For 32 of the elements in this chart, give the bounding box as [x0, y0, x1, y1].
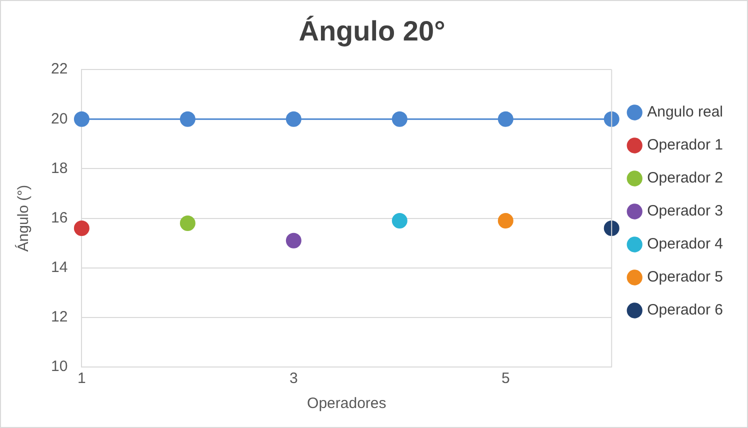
y-tick-label: 12: [50, 308, 68, 326]
x-axis-title: Operadores: [307, 395, 386, 412]
point: [286, 232, 302, 248]
y-tick-label: 20: [50, 110, 68, 128]
x-tick-label: 3: [289, 370, 298, 388]
point: [74, 220, 90, 236]
x-tick-label: 1: [78, 370, 86, 388]
x-tick-label: 5: [501, 370, 510, 388]
point: [180, 216, 196, 232]
point: [498, 213, 514, 229]
legend-label: Angulo real: [647, 104, 724, 121]
point: [604, 111, 620, 127]
point: [74, 111, 90, 127]
legend-label: Operador 5: [647, 268, 724, 286]
legend-label: Operador 1: [647, 136, 724, 154]
point: [286, 111, 302, 127]
chart-title: Ángulo 20°: [298, 16, 446, 47]
y-tick-label: 22: [50, 60, 68, 78]
legend-label: Operador 4: [647, 236, 724, 253]
point: [180, 111, 196, 127]
y-tick-label: 16: [50, 209, 68, 226]
y-tick-label: 18: [50, 160, 68, 177]
point: [498, 111, 514, 127]
point: [604, 220, 620, 236]
y-tick-label: 14: [50, 259, 68, 276]
legend-label: Operador 3: [647, 202, 724, 220]
point: [392, 111, 408, 127]
point: [392, 213, 408, 229]
legend-label: Operador 2: [647, 170, 724, 187]
y-axis-title: Ángulo (°): [14, 184, 32, 252]
y-tick-label: 10: [50, 358, 68, 376]
legend-label: Operador 6: [647, 302, 724, 319]
